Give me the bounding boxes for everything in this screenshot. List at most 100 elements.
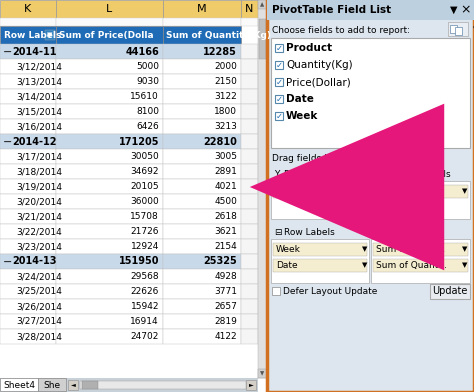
- Bar: [56, 299, 163, 314]
- Text: 3005: 3005: [214, 152, 237, 161]
- Text: 22810: 22810: [203, 136, 237, 147]
- Text: Σ: Σ: [374, 227, 380, 236]
- Bar: [241, 269, 258, 284]
- Text: ▲: ▲: [260, 2, 264, 7]
- Bar: [0, 224, 56, 239]
- Bar: [163, 18, 241, 26]
- Bar: [0, 378, 38, 391]
- Text: Product: Product: [286, 43, 332, 53]
- Bar: [163, 119, 241, 134]
- Bar: [0, 0, 56, 18]
- Bar: [163, 179, 241, 194]
- Bar: [163, 254, 241, 269]
- Text: ✓: ✓: [275, 60, 283, 69]
- Bar: [163, 224, 241, 239]
- Bar: [275, 95, 283, 103]
- Bar: [275, 44, 283, 52]
- Bar: [267, 0, 474, 20]
- Text: 15708: 15708: [130, 212, 159, 221]
- Text: 15610: 15610: [130, 92, 159, 101]
- Text: 3122: 3122: [214, 92, 237, 101]
- Text: 2657: 2657: [214, 302, 237, 311]
- Bar: [56, 254, 163, 269]
- Bar: [241, 299, 258, 314]
- Text: Date: Date: [286, 94, 314, 104]
- Bar: [56, 239, 163, 254]
- Text: Drag fields between areas below:: Drag fields between areas below:: [272, 154, 423, 163]
- Bar: [80, 381, 246, 389]
- Text: 6426: 6426: [136, 122, 159, 131]
- Bar: [0, 59, 56, 74]
- Text: Row Labels: Row Labels: [4, 31, 61, 40]
- Text: K: K: [24, 4, 32, 14]
- Bar: [0, 164, 56, 179]
- Text: 34692: 34692: [130, 167, 159, 176]
- Text: 15942: 15942: [130, 302, 159, 311]
- Text: Defer Layout Update: Defer Layout Update: [283, 287, 377, 296]
- Text: Sheet4: Sheet4: [3, 381, 35, 390]
- Bar: [275, 61, 283, 69]
- Bar: [56, 119, 163, 134]
- Text: 4021: 4021: [214, 182, 237, 191]
- Text: 3/23/2014: 3/23/2014: [16, 242, 62, 251]
- Bar: [163, 59, 241, 74]
- Text: 22626: 22626: [131, 287, 159, 296]
- Text: 4500: 4500: [214, 197, 237, 206]
- Text: ▼: ▼: [362, 247, 367, 252]
- Text: ▼: ▼: [462, 263, 468, 269]
- Bar: [163, 74, 241, 89]
- Bar: [163, 194, 241, 209]
- Bar: [56, 74, 163, 89]
- Text: 21726: 21726: [130, 227, 159, 236]
- Text: −: −: [3, 256, 12, 267]
- Bar: [0, 284, 56, 299]
- Text: ▼: ▼: [450, 5, 458, 15]
- Bar: [163, 209, 241, 224]
- Text: 3/28/2014: 3/28/2014: [16, 332, 62, 341]
- Text: ▼: ▼: [362, 189, 367, 194]
- Bar: [0, 329, 56, 344]
- Text: 2891: 2891: [214, 167, 237, 176]
- Bar: [163, 149, 241, 164]
- Bar: [0, 378, 258, 392]
- Text: M: M: [197, 4, 207, 14]
- Text: 25325: 25325: [203, 256, 237, 267]
- Bar: [56, 164, 163, 179]
- Text: 2014-13: 2014-13: [12, 256, 56, 267]
- Text: 3/27/2014: 3/27/2014: [16, 317, 62, 326]
- Text: Update: Update: [432, 286, 468, 296]
- Bar: [241, 284, 258, 299]
- Bar: [258, 369, 267, 378]
- Text: ✓: ✓: [275, 111, 283, 120]
- Bar: [56, 194, 163, 209]
- Bar: [267, 0, 474, 392]
- Text: 3/12/2014: 3/12/2014: [16, 62, 62, 71]
- Text: ✓: ✓: [275, 94, 283, 103]
- Text: PivotTable Field List: PivotTable Field List: [272, 5, 391, 15]
- Text: ✓: ✓: [275, 44, 283, 53]
- Text: Date: Date: [276, 261, 298, 270]
- Text: 16914: 16914: [130, 317, 159, 326]
- Bar: [0, 104, 56, 119]
- Bar: [241, 119, 258, 134]
- Bar: [246, 380, 256, 390]
- Text: 1800: 1800: [214, 107, 237, 116]
- Text: 3/16/2014: 3/16/2014: [16, 122, 62, 131]
- Text: Report Filter: Report Filter: [284, 169, 340, 178]
- Bar: [56, 134, 163, 149]
- Bar: [450, 25, 457, 33]
- Bar: [0, 299, 56, 314]
- Bar: [56, 284, 163, 299]
- Bar: [259, 19, 266, 59]
- Text: 2154: 2154: [214, 242, 237, 251]
- Text: 3/20/2014: 3/20/2014: [16, 197, 62, 206]
- Bar: [56, 224, 163, 239]
- Text: Sum of Price(Dolla: Sum of Price(Dolla: [59, 31, 154, 40]
- Bar: [56, 44, 163, 59]
- Bar: [241, 194, 258, 209]
- Text: 3/15/2014: 3/15/2014: [16, 107, 62, 116]
- Bar: [163, 314, 241, 329]
- Bar: [56, 209, 163, 224]
- Text: 3/14/2014: 3/14/2014: [16, 92, 62, 101]
- Text: 2150: 2150: [214, 77, 237, 86]
